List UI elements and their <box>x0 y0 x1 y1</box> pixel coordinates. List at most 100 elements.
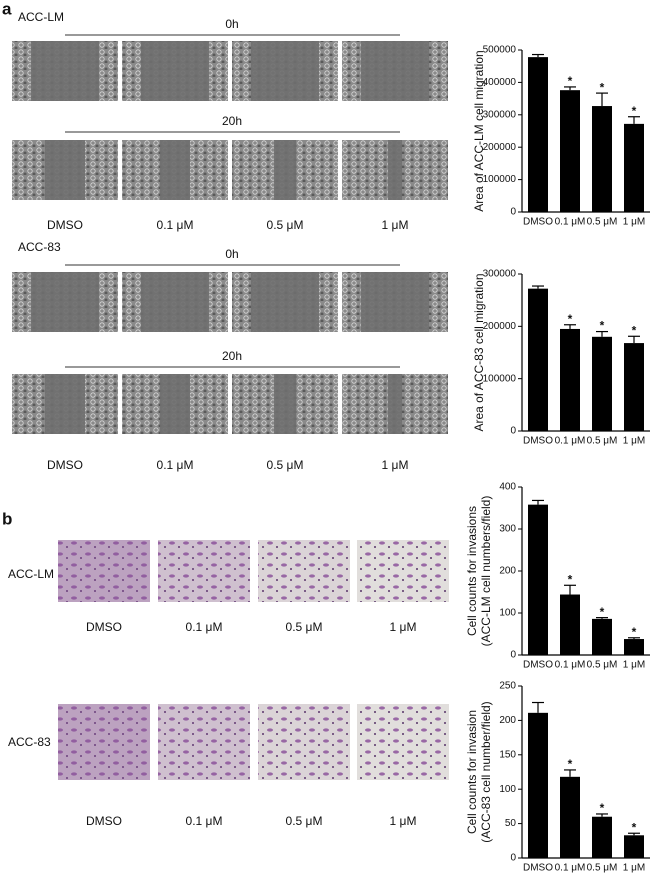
y-tick-label: 0 <box>510 650 516 661</box>
significance-mark: * <box>600 605 605 619</box>
wound-area <box>361 272 429 332</box>
stain-density <box>258 704 350 780</box>
bar <box>528 712 548 858</box>
micrograph <box>58 704 150 780</box>
condition-label: 1 μM <box>382 218 409 232</box>
condition-label: DMSO <box>86 620 122 634</box>
y-axis-label: Area of ACC-LM cell migration <box>472 50 486 211</box>
bar <box>528 57 548 213</box>
x-tick-label: 0.5 μM <box>587 217 618 228</box>
wound-area <box>45 140 85 200</box>
y-axis-label: (ACC-LM cell numbers/field) <box>479 496 493 647</box>
y-tick-label: 0 <box>510 426 516 437</box>
y-tick-label: 200000 <box>483 321 517 332</box>
stain-density <box>357 540 449 602</box>
condition-label: 0.1 μM <box>157 218 194 232</box>
significance-mark: * <box>568 757 573 771</box>
significance-mark: * <box>568 572 573 586</box>
significance-mark: * <box>632 104 637 118</box>
bar <box>592 816 612 858</box>
condition-label: 0.5 μM <box>267 458 304 472</box>
condition-label: 0.5 μM <box>286 620 323 634</box>
x-tick-label: 1 μM <box>623 660 645 671</box>
y-axis-label: Cell counts for invasion <box>465 710 479 834</box>
y-tick-label: 300 <box>499 524 516 535</box>
y-tick-label: 300000 <box>483 109 517 120</box>
x-tick-label: DMSO <box>523 660 553 671</box>
stain-density <box>258 540 350 602</box>
time-label: 0h <box>225 17 238 31</box>
y-axis-label: (ACC-83 cell number/field) <box>479 701 493 842</box>
bar <box>592 106 612 212</box>
stain-density <box>357 704 449 780</box>
y-axis-label: Cell counts for invasions <box>465 506 479 636</box>
bar <box>624 343 644 431</box>
micrograph <box>357 540 449 602</box>
micrograph <box>258 540 350 602</box>
bar <box>624 835 644 858</box>
condition-label: 1 μM <box>390 814 417 828</box>
wound-area <box>251 41 319 101</box>
time-label: 20h <box>222 114 242 128</box>
wound-area <box>31 41 99 101</box>
y-tick-label: 150 <box>499 749 516 760</box>
condition-label: DMSO <box>86 814 122 828</box>
x-tick-label: 0.1 μM <box>555 660 586 671</box>
micrograph <box>258 704 350 780</box>
bar <box>592 618 612 655</box>
micrograph <box>58 540 150 602</box>
y-tick-label: 200000 <box>483 142 517 153</box>
y-tick-label: 200 <box>499 715 516 726</box>
significance-mark: * <box>632 820 637 834</box>
wound-area <box>45 374 85 434</box>
bar <box>528 504 548 655</box>
condition-label: 0.1 μM <box>186 814 223 828</box>
condition-label: DMSO <box>47 218 83 232</box>
wound-area <box>388 140 402 200</box>
y-tick-label: 250 <box>499 681 516 692</box>
y-tick-label: 400 <box>499 482 516 493</box>
y-tick-label: 300000 <box>483 269 517 280</box>
bar <box>624 639 644 655</box>
x-tick-label: 0.1 μM <box>555 217 586 228</box>
y-tick-label: 200 <box>499 566 516 577</box>
wound-area <box>388 374 402 434</box>
x-tick-label: 1 μM <box>623 436 645 447</box>
bar <box>560 594 580 655</box>
wound-area <box>160 140 190 200</box>
cell-line-label: ACC-LM <box>18 10 64 24</box>
x-tick-label: DMSO <box>523 863 553 874</box>
y-tick-label: 50 <box>505 818 517 829</box>
y-tick-label: 500000 <box>483 45 517 56</box>
condition-label: DMSO <box>47 458 83 472</box>
bar <box>560 328 580 431</box>
y-tick-label: 0 <box>510 207 516 218</box>
wound-area <box>361 41 429 101</box>
significance-mark: * <box>600 319 605 333</box>
stain-density <box>158 704 250 780</box>
y-axis-label: Area of ACC-83 cell migration <box>472 273 486 431</box>
wound-area <box>141 41 209 101</box>
wound-area <box>31 272 99 332</box>
y-tick-label: 0 <box>510 853 516 864</box>
condition-label: 1 μM <box>382 458 409 472</box>
time-label: 20h <box>222 349 242 363</box>
significance-mark: * <box>632 323 637 337</box>
panel-label: b <box>2 509 12 528</box>
cell-line-label: ACC-LM <box>8 567 54 581</box>
significance-mark: * <box>600 801 605 815</box>
x-tick-label: 0.5 μM <box>587 436 618 447</box>
x-tick-label: 1 μM <box>623 217 645 228</box>
y-tick-label: 100 <box>499 784 516 795</box>
y-tick-label: 400000 <box>483 77 517 88</box>
stain-density <box>58 704 150 780</box>
significance-mark: * <box>568 312 573 326</box>
condition-label: 0.5 μM <box>267 218 304 232</box>
micrograph <box>357 704 449 780</box>
wound-area <box>274 140 296 200</box>
wound-area <box>160 374 190 434</box>
panel-label: a <box>2 0 12 18</box>
significance-mark: * <box>632 625 637 639</box>
wound-area <box>274 374 296 434</box>
